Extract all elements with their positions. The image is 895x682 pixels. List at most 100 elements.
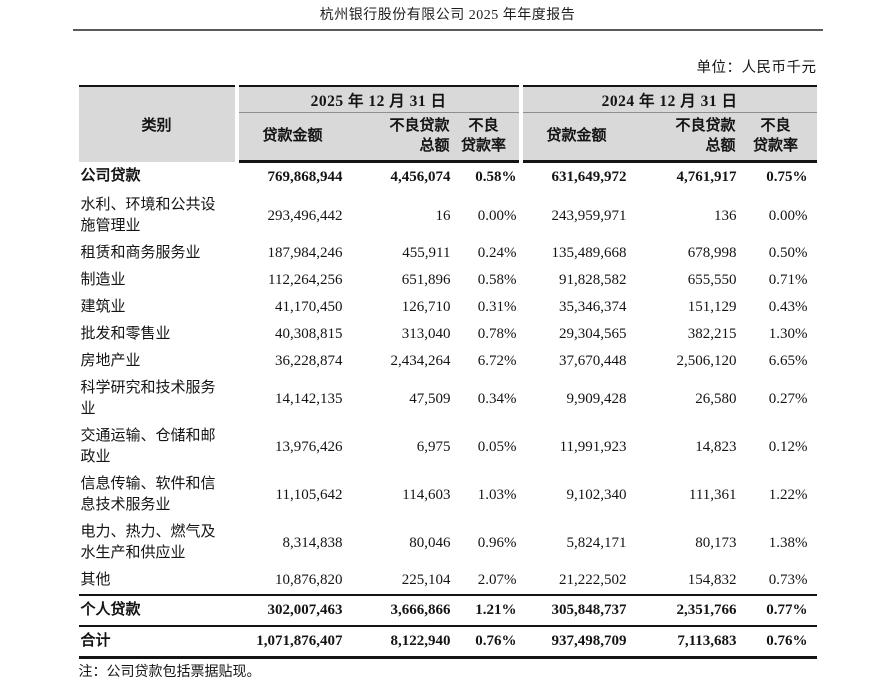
- cell-value: 0.05%: [477, 438, 517, 455]
- cell-value: 10,876,820: [275, 572, 343, 588]
- col-header-loan-amount-2024: 贷款金额: [518, 112, 631, 163]
- cell-value: 91,828,582: [559, 272, 627, 288]
- cell-value: 11,991,923: [559, 438, 627, 455]
- cell-value: 0.58%: [475, 169, 517, 185]
- cell-value: 47,509: [409, 390, 451, 407]
- cell-value: 0.73%: [768, 572, 808, 588]
- unit-label: 单位：人民币千元: [696, 60, 817, 76]
- cell-value: 0.71%: [768, 272, 808, 288]
- col-header-line: 贷款率: [753, 138, 799, 154]
- cell-value: 2,351,766: [630, 594, 741, 626]
- row-label: 建筑业: [80, 299, 126, 315]
- col-header-loan-amount-2025: 贷款金额: [234, 112, 347, 163]
- report-page: 杭州银行股份有限公司 2025 年年度报告 单位：人民币千元 类别 2025 年…: [72, 0, 823, 682]
- cell-value: 37,670,448: [559, 353, 627, 369]
- cell-value: 0.43%: [768, 299, 808, 315]
- cell-value: 0.58%: [477, 272, 517, 288]
- sub-header-row: 贷款金额 不良贷款 总额 不良 贷款率 贷款金额 不良贷款 总额 不良 贷款率: [79, 112, 817, 163]
- col-header-npl-total-2025: 不良贷款总额: [346, 112, 455, 163]
- row-label: 房地产业: [80, 353, 141, 369]
- cell-value: 0.00%: [768, 207, 808, 224]
- cell-value: 1.38%: [768, 534, 808, 551]
- cell-value: 8,314,838: [282, 534, 343, 551]
- cell-value: 293,496,442: [267, 207, 343, 224]
- table-row: 信息传输、软件和信息技术服务业 11,105,642 114,603 1.03% 9,1…: [79, 471, 817, 519]
- cell-value: 151,129: [687, 299, 737, 315]
- row-label: 租赁和商务服务业: [80, 245, 201, 261]
- cell-value: 16: [435, 207, 451, 224]
- row-label: 制造业: [80, 272, 126, 288]
- table-row: 合计 1,071,876,407 8,122,940 0.76% 937,498,709…: [78, 625, 817, 659]
- col-header-line: 不良贷款: [675, 118, 736, 134]
- cell-value: 1.30%: [768, 326, 808, 342]
- col-header-line: 不良: [760, 118, 791, 134]
- cell-value: 655,550: [687, 272, 737, 288]
- row-label: 个人贷款: [78, 594, 237, 626]
- col-header-line: 贷款率: [461, 138, 507, 154]
- cell-value: 21,222,502: [559, 572, 627, 588]
- row-label: 水利、环境和公共设施管理业: [80, 197, 216, 234]
- cell-value: 678,998: [687, 245, 737, 261]
- cell-value: 40,308,815: [275, 326, 343, 342]
- cell-value: 2.07%: [477, 572, 517, 588]
- table-row: 水利、环境和公共设施管理业 293,496,442 16 0.00% 243,959,9…: [79, 192, 817, 240]
- cell-value: 13,976,426: [275, 438, 343, 455]
- table-row: 制造业 112,264,256 651,896 0.58% 91,828,582 655,…: [79, 267, 817, 294]
- cell-value: 9,102,340: [566, 486, 627, 503]
- table-row: 批发和零售业 40,308,815 313,040 0.78% 29,304,565 38…: [79, 321, 817, 348]
- category-column-header: 类别: [78, 85, 237, 162]
- cell-value: 0.96%: [477, 534, 517, 551]
- row-label: 批发和零售业: [80, 326, 171, 342]
- cell-value: 455,911: [402, 245, 451, 261]
- cell-value: 3,666,866: [346, 594, 455, 626]
- cell-value: 305,848,737: [520, 594, 631, 626]
- cell-value: 769,868,944: [267, 169, 343, 185]
- cell-value: 8,122,940: [346, 625, 455, 659]
- cell-value: 1,071,876,407: [236, 625, 347, 659]
- cell-value: 0.76%: [740, 625, 817, 659]
- cell-value: 0.50%: [768, 245, 808, 261]
- cell-value: 1.22%: [768, 486, 808, 503]
- col-header-line: 不良贷款: [389, 118, 450, 134]
- cell-value: 9,909,428: [566, 390, 627, 407]
- table-row: 租赁和商务服务业 187,984,246 455,911 0.24% 135,489,6…: [79, 240, 817, 267]
- cell-value: 80,173: [695, 534, 737, 551]
- cell-value: 112,264,256: [268, 272, 343, 288]
- row-label: 其他: [80, 572, 111, 588]
- col-header-npl-rate-2024: 不良 贷款率: [740, 112, 817, 163]
- table-row: 科学研究和技术服务业 14,142,135 47,509 0.34% 9,909,428…: [79, 375, 817, 423]
- group-header-2024: 2024 年 12 月 31 日: [518, 85, 817, 113]
- cell-value: 154,832: [687, 572, 737, 588]
- loan-classification-table: 类别 2025 年 12 月 31 日 2024 年 12 月 31 日 贷款金…: [78, 85, 817, 659]
- cell-value: 36,228,874: [275, 353, 343, 369]
- row-label: 交通运输、仓储和邮政业: [80, 428, 216, 465]
- cell-value: 126,710: [401, 299, 451, 315]
- cell-value: 0.77%: [740, 594, 817, 626]
- cell-value: 631,649,972: [551, 169, 627, 185]
- row-label: 合计: [78, 625, 237, 659]
- col-header-line: 总额: [419, 138, 450, 154]
- cell-value: 0.34%: [477, 390, 517, 407]
- col-header-npl-rate-2025: 不良 贷款率: [454, 112, 521, 163]
- cell-value: 2,506,120: [676, 353, 737, 369]
- cell-value: 937,498,709: [520, 625, 631, 659]
- cell-value: 0.76%: [454, 625, 521, 659]
- cell-value: 1.21%: [454, 594, 521, 626]
- cell-value: 6,975: [416, 438, 451, 455]
- footnote: 注：公司贷款包括票据贴现。: [78, 665, 261, 680]
- table-body: 公司贷款 769,868,944 4,456,074 0.58% 631,649,972…: [78, 162, 817, 659]
- cell-value: 29,304,565: [559, 326, 627, 342]
- report-title: 杭州银行股份有限公司 2025 年年度报告: [319, 8, 576, 23]
- table-row: 交通运输、仓储和邮政业 13,976,426 6,975 0.05% 11,991,92…: [79, 423, 817, 471]
- table-row: 公司贷款 769,868,944 4,456,074 0.58% 631,649,972…: [79, 162, 817, 193]
- cell-value: 80,046: [409, 534, 451, 551]
- group-header-row: 类别 2025 年 12 月 31 日 2024 年 12 月 31 日: [78, 85, 817, 162]
- cell-value: 4,761,917: [676, 169, 737, 185]
- cell-value: 651,896: [401, 272, 451, 288]
- cell-value: 243,959,971: [551, 207, 627, 224]
- cell-value: 41,170,450: [275, 299, 343, 315]
- cell-value: 6.72%: [477, 353, 517, 369]
- col-header-npl-total-2024: 不良贷款 总额: [630, 112, 741, 163]
- cell-value: 11,105,642: [275, 486, 343, 503]
- cell-value: 225,104: [401, 572, 451, 588]
